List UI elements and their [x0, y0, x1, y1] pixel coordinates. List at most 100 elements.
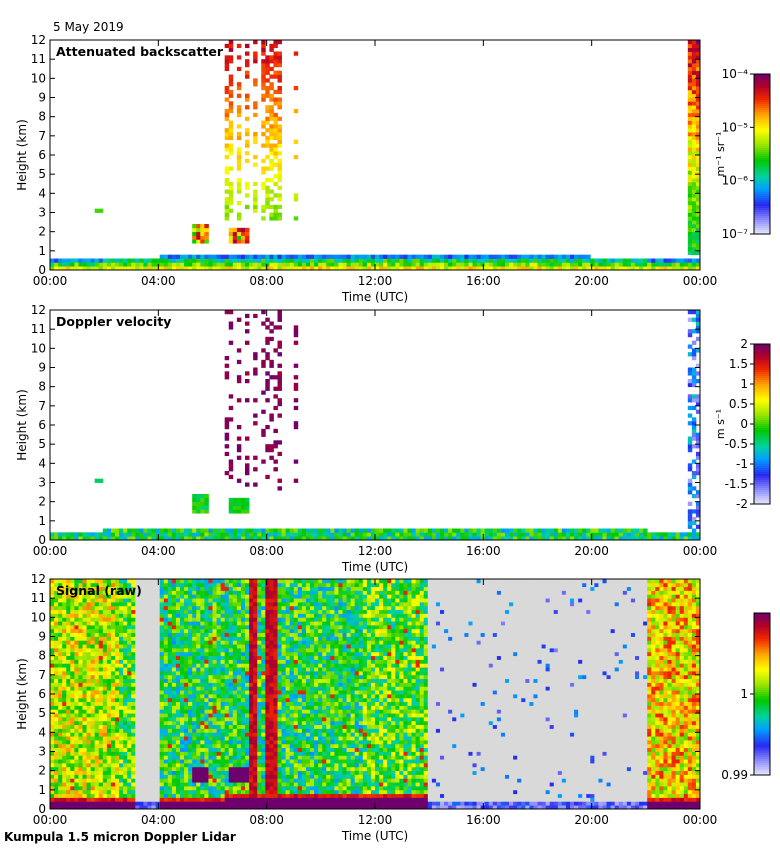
colorbar-swatch: [754, 424, 770, 427]
heatmap-cell: [115, 778, 120, 783]
heatmap-cell: [208, 786, 213, 791]
heatmap-cell: [180, 678, 185, 683]
heatmap-cell: [289, 532, 295, 537]
heatmap-cell: [253, 532, 258, 537]
heatmap-cell: [212, 582, 217, 588]
heatmap-cell: [70, 640, 75, 645]
heatmap-cell: [236, 732, 242, 737]
heatmap-cell: [127, 613, 132, 618]
heatmap-cell: [265, 139, 270, 144]
heatmap-cell: [70, 805, 75, 810]
heatmap-cell: [50, 736, 55, 741]
heatmap-cell: [293, 333, 299, 338]
heatmap-cell: [517, 262, 522, 267]
heatmap-cell: [671, 532, 677, 537]
heatmap-cell: [135, 713, 140, 718]
heatmap-cell: [159, 636, 165, 641]
heatmap-cell: [50, 686, 55, 691]
heatmap-cell: [74, 632, 79, 637]
heatmap-cell: [127, 720, 132, 726]
heatmap-cell: [240, 701, 246, 706]
heatmap-cell: [301, 258, 307, 263]
heatmap-cell: [582, 532, 587, 537]
heatmap-cell: [695, 151, 701, 156]
heatmap-cell: [159, 254, 165, 259]
heatmap-cell: [90, 648, 96, 653]
heatmap-cell: [192, 743, 197, 749]
heatmap-cell: [269, 112, 274, 118]
heatmap-cell: [200, 782, 205, 787]
heatmap-cell: [651, 258, 656, 263]
heatmap-cell: [74, 770, 79, 775]
y-tick-label: 12: [31, 33, 46, 47]
heatmap-cell: [318, 254, 323, 259]
heatmap-cell: [265, 356, 270, 361]
heatmap-cell: [70, 793, 75, 798]
heatmap-cell: [622, 262, 628, 267]
heatmap-cell: [326, 254, 331, 259]
heatmap-cell: [622, 266, 628, 271]
heatmap-cell: [180, 697, 185, 703]
heatmap-cell: [175, 590, 181, 595]
heatmap-cell: [171, 644, 177, 649]
heatmap-cell: [232, 755, 238, 760]
heatmap-cell: [139, 724, 144, 729]
heatmap-cell: [196, 605, 201, 611]
heatmap-cell: [578, 258, 583, 263]
heatmap-cell: [159, 747, 165, 752]
heatmap-cell: [196, 528, 201, 533]
heatmap-cell: [220, 709, 226, 714]
heatmap-cell: [196, 613, 201, 618]
heatmap-cell: [220, 266, 226, 271]
heatmap-cell: [358, 266, 364, 271]
heatmap-cell: [139, 536, 144, 541]
heatmap-cell: [78, 797, 83, 802]
heatmap-cell: [58, 801, 63, 806]
heatmap-cell: [66, 690, 71, 695]
heatmap-cell: [651, 262, 656, 267]
heatmap-cell: [66, 609, 71, 614]
heatmap-cell: [94, 262, 100, 267]
heatmap-cell: [228, 763, 234, 768]
heatmap-cell: [228, 89, 234, 95]
heatmap-cell: [54, 625, 59, 630]
heatmap-cell: [208, 621, 213, 626]
heatmap-cell: [82, 740, 87, 745]
heatmap-cell: [411, 262, 417, 267]
heatmap-cell: [395, 532, 400, 537]
heatmap-cell: [196, 231, 201, 236]
heatmap-cell: [98, 720, 104, 726]
heatmap-cell: [265, 116, 270, 121]
heatmap-cell: [127, 778, 132, 783]
heatmap-cell: [151, 671, 157, 676]
heatmap-cell: [66, 536, 71, 541]
heatmap-cell: [184, 793, 189, 798]
heatmap-cell: [50, 590, 55, 595]
heatmap-cell: [224, 805, 230, 810]
heatmap-cell: [220, 663, 226, 668]
heatmap-cell: [691, 101, 697, 106]
heatmap-cell: [228, 602, 234, 607]
heatmap-cell: [277, 139, 282, 144]
heatmap-cell: [472, 528, 477, 533]
heatmap-cell: [147, 770, 152, 775]
heatmap-cell: [232, 536, 238, 541]
heatmap-cell: [586, 536, 591, 541]
heatmap-cell: [171, 613, 177, 618]
heatmap-cell: [180, 632, 185, 637]
heatmap-cell: [277, 158, 282, 164]
heatmap-cell: [220, 528, 226, 533]
heatmap-cell: [200, 262, 205, 267]
heatmap-cell: [58, 751, 63, 756]
heatmap-cell: [602, 258, 607, 263]
heatmap-cell: [224, 444, 230, 449]
colorbar-swatch: [754, 434, 770, 437]
heatmap-cell: [82, 705, 87, 710]
heatmap-cell: [208, 789, 213, 795]
heatmap-cell: [151, 686, 157, 691]
heatmap-cell: [147, 697, 152, 703]
colorbar-swatch: [754, 146, 770, 149]
heatmap-cell: [224, 747, 230, 752]
heatmap-cell: [151, 536, 157, 541]
heatmap-cell: [151, 674, 157, 680]
